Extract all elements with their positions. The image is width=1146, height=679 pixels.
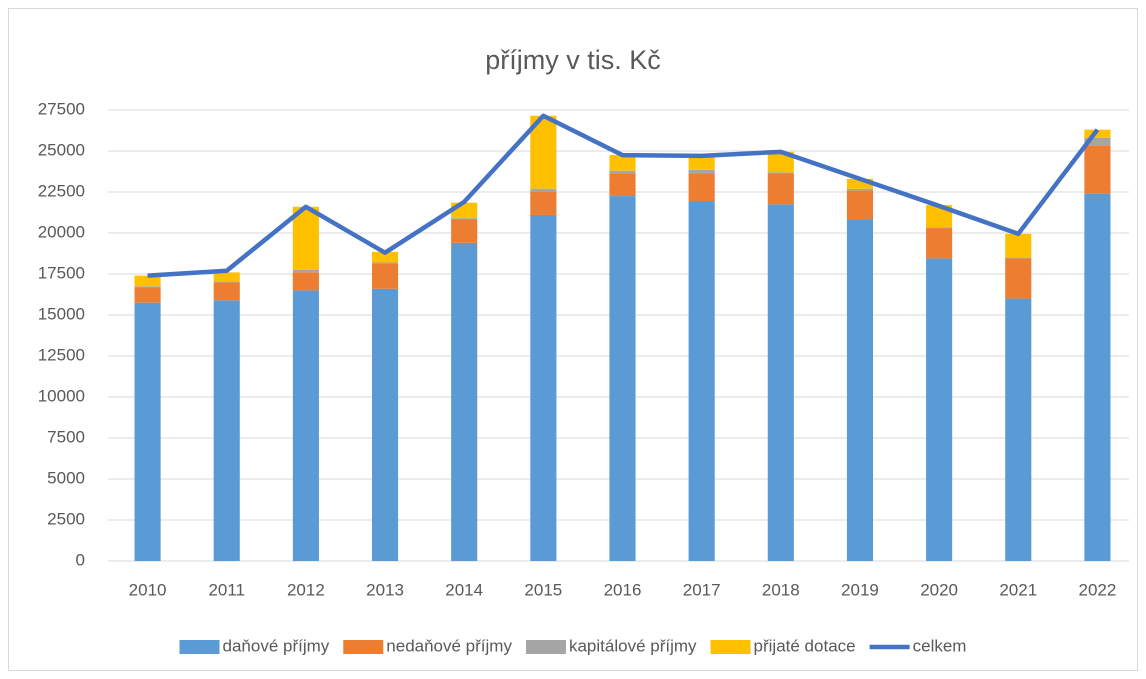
- legend-label: přijaté dotace: [754, 636, 856, 655]
- chart-title: příjmy v tis. Kč: [485, 45, 661, 75]
- bar: [371, 288, 399, 561]
- bar: [609, 196, 636, 561]
- x-tick-label: 2011: [208, 580, 245, 599]
- bar: [134, 302, 161, 561]
- x-tick-label: 2022: [1079, 580, 1117, 599]
- bar: [134, 275, 161, 287]
- bar: [1005, 298, 1032, 561]
- y-tick-label: 12500: [38, 345, 85, 364]
- bar: [846, 178, 874, 189]
- bar: [926, 258, 953, 561]
- bar: [846, 190, 874, 220]
- bar: [1005, 257, 1032, 259]
- bar: [688, 173, 715, 202]
- bar: [213, 281, 240, 283]
- bar: [213, 282, 240, 301]
- y-tick-label: 7500: [47, 427, 85, 446]
- legend-swatch: [179, 640, 220, 654]
- x-tick-label: 2012: [287, 580, 325, 599]
- y-tick-label: 17500: [38, 263, 85, 282]
- bar: [451, 219, 478, 243]
- bar: [292, 290, 319, 561]
- y-tick-label: 27500: [38, 99, 85, 118]
- bar: [609, 170, 636, 174]
- bar: [530, 214, 557, 561]
- bar: [530, 188, 557, 192]
- y-tick-label: 2500: [47, 509, 85, 528]
- x-tick-label: 2015: [524, 580, 562, 599]
- bar: [292, 272, 319, 291]
- bar: [767, 173, 794, 205]
- x-tick-label: 2020: [920, 580, 958, 599]
- bar: [609, 173, 636, 197]
- x-tick-label: 2014: [445, 580, 483, 599]
- legend-swatch: [525, 640, 566, 654]
- bar: [926, 227, 953, 229]
- bar: [1084, 129, 1111, 138]
- legend: daňové příjmy nedaňové příjmy kapitálové p…: [179, 636, 967, 655]
- y-tick-label: 15000: [38, 304, 85, 323]
- y-tick-label: 5000: [47, 468, 85, 487]
- bar: [846, 219, 874, 561]
- y-tick-label: 10000: [38, 386, 85, 405]
- x-tick-label: 2010: [129, 580, 167, 599]
- bar: [292, 269, 319, 273]
- x-tick-label: 2016: [604, 580, 642, 599]
- bar: [1084, 145, 1111, 194]
- bar: [688, 169, 715, 174]
- x-tick-label: 2021: [999, 580, 1037, 599]
- legend-swatch: [343, 640, 384, 654]
- bar: [926, 228, 953, 259]
- bar: [609, 155, 636, 171]
- legend-label: kapitálové příjmy: [569, 636, 697, 655]
- bar: [530, 192, 557, 215]
- bar: [767, 151, 794, 173]
- x-tick-label: 2018: [762, 580, 800, 599]
- legend-label: daňové příjmy: [223, 636, 330, 655]
- bar: [1084, 137, 1111, 146]
- bar: [926, 205, 953, 228]
- bar: [213, 272, 240, 282]
- line: [147, 113, 1100, 278]
- bar: [688, 201, 715, 561]
- bar: [371, 262, 399, 264]
- bar: [846, 188, 874, 191]
- bar: [1005, 258, 1032, 299]
- bar: [451, 218, 478, 220]
- bar: [1084, 193, 1111, 561]
- bar: [767, 172, 794, 174]
- x-tick-label: 2013: [366, 580, 404, 599]
- bar: [371, 251, 399, 263]
- legend-label: celkem: [913, 636, 967, 655]
- bar: [451, 242, 478, 561]
- bar: [292, 206, 319, 270]
- y-tick-label: 22500: [38, 181, 85, 200]
- y-tick-label: 20000: [38, 222, 85, 241]
- legend-swatch: [710, 640, 751, 654]
- x-tick-label: 2019: [841, 580, 879, 599]
- y-tick-label: 0: [76, 550, 85, 569]
- bar: [213, 300, 240, 561]
- legend-label: nedaňové příjmy: [386, 636, 512, 655]
- chart-border: [8, 8, 1138, 671]
- bar: [688, 155, 715, 170]
- y-tick-label: 25000: [38, 140, 85, 159]
- bar: [134, 287, 161, 303]
- bar: [451, 202, 478, 219]
- bar: [1005, 233, 1032, 258]
- bar: [134, 286, 161, 288]
- x-tick-label: 2017: [683, 580, 721, 599]
- bar: [767, 204, 794, 562]
- bar: [371, 263, 399, 289]
